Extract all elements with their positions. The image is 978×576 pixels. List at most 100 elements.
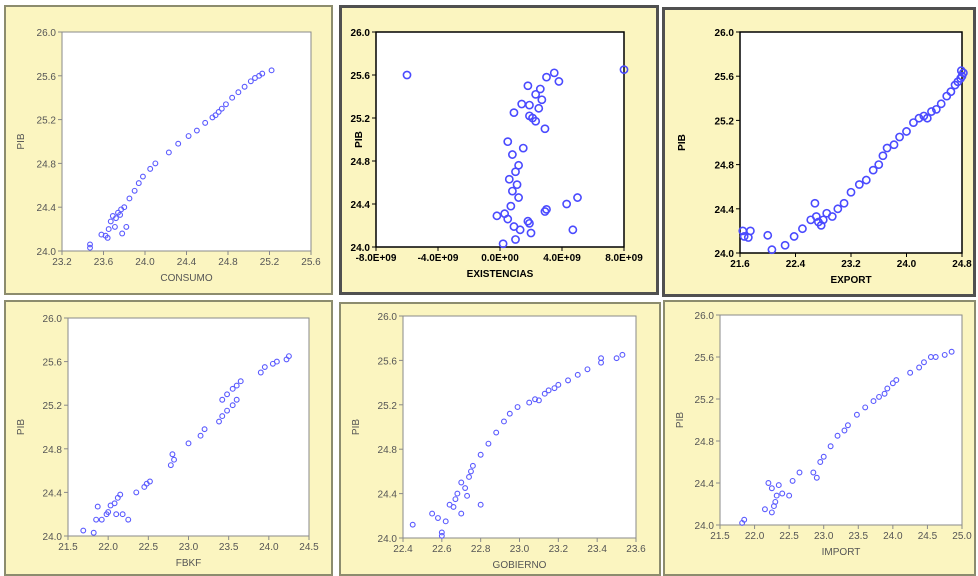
data-point [841,427,848,434]
data-point [884,385,891,392]
x-tick-label: 23.2 [549,544,569,555]
data-point [511,167,520,177]
data-point [469,462,476,469]
y-tick-label: 24.4 [351,200,371,211]
data-point [535,397,542,404]
x-tick-label: 22.0 [745,531,765,542]
data-point [839,198,849,208]
x-tick-label: 0.0E+00 [481,253,519,264]
data-point [549,68,559,78]
y-tick-label: 25.2 [351,114,371,125]
y-tick-label: 25.2 [715,116,735,127]
data-point [515,225,525,235]
y-axis-title: PIB [351,419,362,435]
y-tick-label: 26.0 [37,28,57,39]
data-point [958,68,968,78]
plot-area [739,31,963,254]
data-point [506,410,513,417]
y-tick-label: 24.0 [37,247,57,258]
data-point [816,220,826,230]
data-point [779,490,786,497]
x-tick-label: 24.0 [259,542,279,553]
y-tick-label: 26.0 [715,28,735,39]
data-point [434,515,441,521]
data-point [941,351,948,358]
data-point [135,180,142,187]
x-tick-label: 22.8 [471,544,491,555]
data-point [827,212,837,221]
data-point [111,223,118,230]
data-point [215,108,222,115]
data-point [542,72,551,82]
data-point [504,174,514,184]
data-point [535,84,545,94]
data-point [574,371,581,378]
data-point [773,492,780,499]
data-point [811,212,821,221]
data-point [540,207,550,216]
data-point [112,215,119,222]
x-tick-label: 23.6 [626,544,646,555]
data-point [532,396,538,403]
data-point [562,199,572,209]
data-point [921,359,927,366]
data-point [525,218,534,228]
x-axis-title: FBKF [176,558,202,569]
y-tick-label: 24.4 [695,479,715,490]
data-point [464,492,471,499]
y-tick-label: 24.0 [351,243,371,254]
data-point [565,377,571,384]
y-tick-label: 24.8 [351,157,371,168]
data-point [119,230,126,237]
data-point [94,503,101,510]
y-tick-label: 25.6 [37,72,57,83]
data-point [503,137,513,147]
data-point [402,70,412,80]
data-point [916,364,923,371]
data-point [509,108,519,118]
x-tick-label: 24.4 [177,257,197,268]
x-tick-label: 4.0E+09 [543,253,581,264]
data-point [531,116,541,126]
data-point [525,100,534,110]
y-tick-label: 26.0 [43,314,63,325]
data-point [881,390,888,397]
data-point [229,402,236,409]
data-point [121,204,128,211]
data-point [438,532,445,539]
data-point [98,516,105,523]
data-point [169,451,176,458]
data-point [201,426,208,433]
data-point [613,355,620,362]
x-tick-label: 24.5 [918,531,938,542]
x-tick-label: 23.2 [841,259,861,270]
x-tick-label: 23.2 [52,257,72,268]
data-point [503,214,513,224]
data-point [511,235,520,244]
y-tick-label: 26.0 [351,28,371,39]
x-tick-label: 22.5 [139,542,159,553]
y-tick-label: 24.4 [43,488,63,499]
x-axis-title: EXISTENCIAS [467,269,534,280]
data-point [870,398,877,405]
data-point [222,101,229,108]
data-point [492,211,502,221]
data-point [820,453,827,460]
data-point [902,127,911,136]
data-point [541,390,548,397]
data-point [105,226,112,233]
x-tick-label: -8.0E+09 [356,253,397,264]
data-point [442,518,449,525]
data-point [844,422,851,429]
data-point [878,151,888,161]
y-tick-label: 24.8 [715,161,735,172]
y-axis-title: PIB [675,412,686,428]
y-tick-label: 24.8 [378,445,398,456]
data-point [554,77,564,86]
data-point [789,232,799,241]
data-point [111,500,118,507]
panel-gobierno: 22.4 22.6 22.8 23.0 23.2 23.4 23.6 24.0 24.4 24.8… [339,302,661,576]
y-tick-label: 24.0 [715,249,735,260]
data-point [429,510,436,517]
data-point [798,224,807,234]
